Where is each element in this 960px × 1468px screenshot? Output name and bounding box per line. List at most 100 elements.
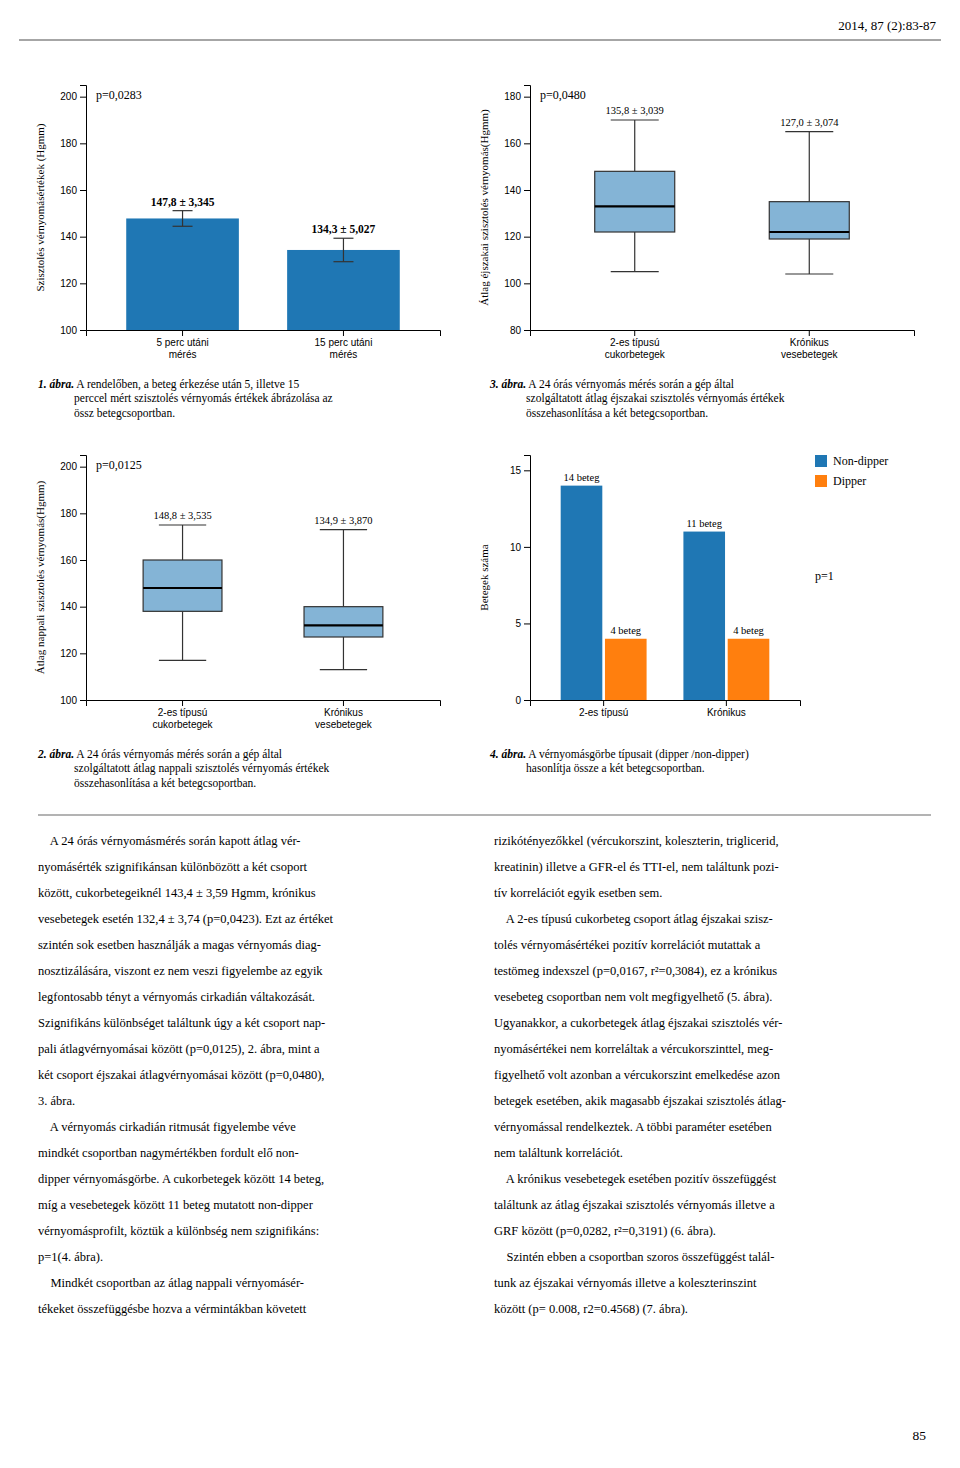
body-line: kreatinin) illetve a GFR-el és TTI-el, n… bbox=[494, 860, 779, 874]
y-axis: 80 100 120 140 160 180 bbox=[504, 86, 530, 336]
body-line: között (p= 0.008, r2=0.4568) (7. ábra). bbox=[494, 1302, 688, 1316]
y-tick: 120 bbox=[504, 231, 530, 242]
whisker-cap-high bbox=[320, 529, 367, 530]
y-axis: 051015 bbox=[510, 456, 531, 706]
box-body bbox=[143, 560, 222, 611]
x-axis: 2-es típusúcukorbetegek Krónikusvesebeteg… bbox=[87, 700, 441, 730]
body-line: nyomásérték szignifikánsan különbözött a… bbox=[38, 860, 308, 874]
y-axis-line bbox=[80, 456, 87, 701]
body-line: tolés vérnyomásértékei pozitív korreláci… bbox=[494, 938, 761, 952]
body-line: mindkét csoportban nagymértékben fordult… bbox=[38, 1146, 299, 1160]
y-tick-label: 15 bbox=[510, 465, 522, 476]
y-tick-label: 120 bbox=[60, 648, 77, 659]
caption-line: összehasonlítása a két betegcsoportban. bbox=[526, 407, 708, 420]
x-tick-label: 2-es típusúcukorbetegek bbox=[153, 707, 214, 730]
plot-area bbox=[126, 211, 400, 330]
chart: 0510152-es típusúKrónikusBetegek száma14… bbox=[478, 454, 888, 718]
x-tick-label-line: Krónikus bbox=[324, 707, 363, 718]
median bbox=[143, 587, 222, 589]
caption-title: 1. ábra. bbox=[38, 378, 74, 390]
whisker-cap-low bbox=[611, 271, 659, 272]
body-line: vesebeteg csoportban nem volt megfigyelh… bbox=[494, 990, 772, 1004]
x-tick: 15 perc utánimérés bbox=[315, 330, 373, 360]
body-line: szintén sok esetben használják a magas v… bbox=[38, 938, 321, 952]
x-tick-label: 15 perc utánimérés bbox=[315, 337, 373, 360]
caption-line: A rendelőben, a beteg érkezése után 5, i… bbox=[74, 378, 299, 391]
whisker-cap-low bbox=[785, 273, 833, 274]
box-label: 127,0 ± 3,074 bbox=[780, 117, 839, 128]
y-tick: 100 bbox=[60, 325, 86, 336]
body-line: Ugyanakkor, a cukorbetegek átlag éjszaka… bbox=[494, 1016, 782, 1030]
header-rule bbox=[19, 40, 941, 41]
x-tick-label: Krónikusvesebetegek bbox=[315, 707, 373, 730]
whisker-low bbox=[634, 232, 635, 272]
caption-line: össz betegcsoportban. bbox=[74, 407, 175, 420]
caption-line: A 24 órás vérnyomás mérés során a gép ál… bbox=[526, 378, 734, 391]
whisker-low bbox=[182, 611, 183, 660]
x-tick-label: Krónikus bbox=[707, 707, 746, 718]
bar bbox=[728, 639, 770, 700]
data-label: 14 beteg bbox=[564, 472, 601, 483]
error-bar-stem bbox=[182, 211, 183, 227]
y-tick: 100 bbox=[504, 278, 530, 289]
body-line: Mindkét csoportban az átlag nappali vérn… bbox=[38, 1276, 304, 1290]
y-tick-label: 180 bbox=[60, 138, 77, 149]
x-tick-label: Krónikusvesebetegek bbox=[781, 337, 839, 360]
error-bar-stem bbox=[343, 238, 344, 261]
y-tick-mark bbox=[80, 97, 86, 98]
x-tick-mark bbox=[634, 330, 635, 336]
legend-label: Dipper bbox=[833, 474, 866, 488]
y-tick: 80 bbox=[510, 325, 530, 336]
x-tick: Krónikusvesebetegek bbox=[315, 700, 373, 730]
caption-line: hasonlítja össze a két betegcsoportban. bbox=[526, 762, 705, 775]
x-tick: 5 perc utánimérés bbox=[156, 330, 208, 360]
median bbox=[304, 624, 383, 626]
data-label: 147,8 ± 3,345 bbox=[151, 196, 215, 208]
body-line: tékeket összefüggésbe hozva a vérmintákb… bbox=[38, 1302, 307, 1316]
y-tick-mark bbox=[524, 700, 530, 701]
y-tick-mark bbox=[80, 653, 86, 654]
y-tick: 140 bbox=[60, 231, 86, 242]
body-line: dipper vérnyomásgörbe. A cukorbetegek kö… bbox=[38, 1172, 324, 1186]
y-tick-label: 100 bbox=[60, 325, 77, 336]
body-line: testömeg indexszel (p=0,0167, r²=0,3084)… bbox=[494, 964, 777, 978]
y-tick-label: 200 bbox=[60, 91, 77, 102]
box-label: 134,9 ± 3,870 bbox=[314, 515, 372, 526]
y-tick-mark bbox=[80, 560, 86, 561]
x-tick-label-line: mérés bbox=[330, 349, 358, 360]
error-bar-cap bbox=[173, 210, 193, 211]
caption-text: A rendelőben, a beteg érkezése után 5, i… bbox=[74, 378, 333, 420]
body-line: Szintén ebben a csoportban szoros összef… bbox=[494, 1250, 774, 1264]
x-tick-mark bbox=[809, 330, 810, 336]
y-tick-label: 80 bbox=[510, 325, 522, 336]
error-bar-cap bbox=[333, 238, 353, 239]
y-tick-label: 10 bbox=[510, 542, 522, 553]
plot-area bbox=[143, 525, 383, 670]
y-tick: 140 bbox=[504, 185, 530, 196]
x-tick-label: 2-es típusú bbox=[579, 707, 628, 718]
y-tick-label: 160 bbox=[504, 138, 521, 149]
y-tick-label: 180 bbox=[504, 91, 521, 102]
box-body bbox=[769, 202, 849, 239]
whisker-high bbox=[182, 525, 183, 560]
y-tick: 160 bbox=[60, 185, 86, 196]
bar bbox=[287, 250, 400, 330]
x-tick: 2-es típusúcukorbetegek bbox=[153, 700, 214, 730]
body-line: betegek esetében, akik magasabb éjszakai… bbox=[494, 1094, 786, 1108]
body-line: nem találtunk korrelációt. bbox=[494, 1146, 623, 1160]
caption-line: A vérnyomásgörbe típusait (dipper /non-d… bbox=[526, 748, 749, 761]
bar bbox=[683, 532, 725, 700]
body-line: két csoport éjszakai átlagvérnyomásai kö… bbox=[38, 1068, 324, 1082]
y-tick: 180 bbox=[60, 508, 86, 519]
body-line: Szignifikáns különbséget találtunk úgy a… bbox=[38, 1016, 325, 1030]
body-line: rizikótényezőkkel (vércukorszint, kolesz… bbox=[494, 834, 779, 848]
body-line: 3. ábra. bbox=[38, 1094, 75, 1108]
body-line: figyelhető volt azonban a vércukorszint … bbox=[494, 1068, 781, 1082]
caption-text: A 24 órás vérnyomás mérés során a gép ál… bbox=[526, 378, 785, 420]
annotation: p=1 bbox=[815, 569, 834, 583]
x-tick: Krónikusvesebetegek bbox=[781, 330, 839, 360]
caption-text: A vérnyomásgörbe típusait (dipper /non-d… bbox=[526, 748, 749, 775]
legend: Non-dipper Dipper bbox=[815, 454, 888, 488]
x-axis-line bbox=[87, 701, 441, 707]
legend-label: Non-dipper bbox=[833, 454, 888, 468]
